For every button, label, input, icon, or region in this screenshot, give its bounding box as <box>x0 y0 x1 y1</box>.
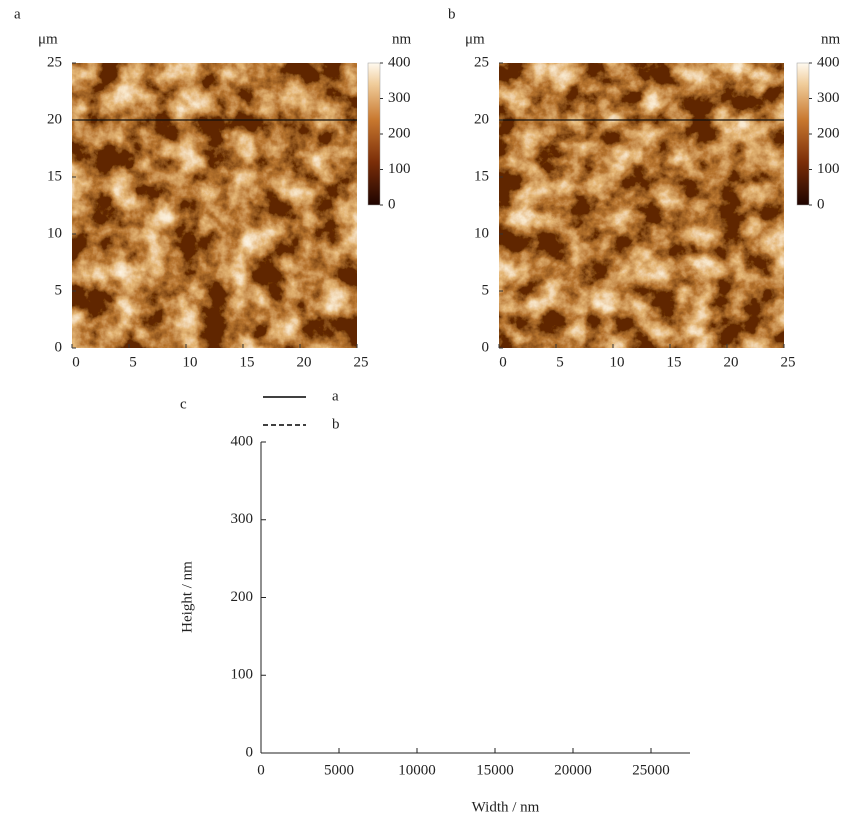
x-axis-label: Width / nm <box>472 799 540 815</box>
y-tick-label: 0 <box>55 339 63 355</box>
colorbar-tick-label: 300 <box>817 90 840 106</box>
y-tick-label: 100 <box>231 667 254 683</box>
x-tick-label: 20 <box>724 354 739 370</box>
y-tick-label: 15 <box>474 168 489 184</box>
legend-label: b <box>332 416 340 432</box>
y-tick-label: 10 <box>47 225 62 241</box>
colorbar-tick-label: 400 <box>817 54 840 70</box>
x-tick-label: 5 <box>556 354 564 370</box>
x-tick-label: 5 <box>129 354 137 370</box>
colorbar-tick-label: 400 <box>388 54 411 70</box>
colorbar-tick-label: 100 <box>817 161 840 177</box>
y-tick-label: 200 <box>231 589 254 605</box>
colorbar-tick-label: 300 <box>388 90 411 106</box>
colorbar-tick-label: 100 <box>388 161 411 177</box>
y-tick-label: 5 <box>482 282 490 298</box>
afm-image <box>72 63 357 348</box>
x-tick-label: 0 <box>499 354 507 370</box>
colorbar <box>796 62 810 206</box>
y-tick-label: 5 <box>55 282 63 298</box>
unit-label: μm <box>38 31 58 47</box>
afm-image <box>499 63 784 348</box>
y-tick-label: 15 <box>47 168 62 184</box>
x-tick-label: 10 <box>183 354 198 370</box>
x-tick-label: 0 <box>257 762 265 778</box>
panel-label: c <box>180 396 187 412</box>
x-tick-label: 20000 <box>554 762 592 778</box>
x-tick-label: 10000 <box>398 762 436 778</box>
panel-label: b <box>448 6 456 22</box>
y-tick-label: 25 <box>474 54 489 70</box>
x-tick-label: 5000 <box>324 762 354 778</box>
y-tick-label: 0 <box>482 339 490 355</box>
x-tick-label: 25 <box>781 354 796 370</box>
x-tick-label: 10 <box>610 354 625 370</box>
x-tick-label: 20 <box>297 354 312 370</box>
y-tick-label: 10 <box>474 225 489 241</box>
colorbar-label: nm <box>392 31 412 47</box>
y-axis-label: Height / nm <box>179 561 195 633</box>
y-tick-label: 20 <box>474 111 489 127</box>
colorbar-label: nm <box>821 31 841 47</box>
y-tick-label: 25 <box>47 54 62 70</box>
x-tick-label: 25 <box>354 354 369 370</box>
unit-label: μm <box>465 31 485 47</box>
colorbar-tick-label: 200 <box>817 125 840 141</box>
panel-label: a <box>14 6 21 22</box>
colorbar-tick-label: 0 <box>817 196 825 212</box>
x-tick-label: 25000 <box>632 762 670 778</box>
y-tick-label: 0 <box>246 744 254 760</box>
y-tick-label: 20 <box>47 111 62 127</box>
y-tick-label: 300 <box>231 511 254 527</box>
x-tick-label: 15000 <box>476 762 514 778</box>
x-tick-label: 0 <box>72 354 80 370</box>
y-tick-label: 400 <box>231 433 254 449</box>
colorbar-tick-label: 0 <box>388 196 396 212</box>
x-tick-label: 15 <box>240 354 255 370</box>
colorbar <box>367 62 381 206</box>
legend-label: a <box>332 388 339 404</box>
colorbar-tick-label: 200 <box>388 125 411 141</box>
x-tick-label: 15 <box>667 354 682 370</box>
